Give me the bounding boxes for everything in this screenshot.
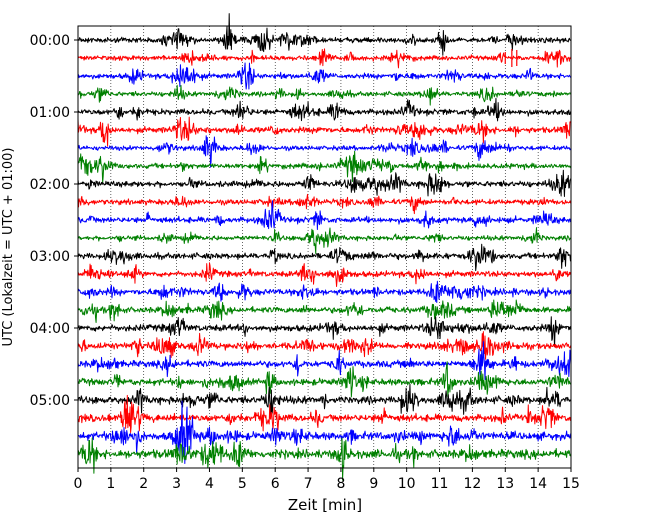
trace-0130 (77, 135, 572, 168)
trace-0530 (77, 400, 572, 464)
trace-0345 (77, 299, 572, 323)
x-tick-label: 3 (172, 476, 181, 492)
trace-0115 (77, 116, 572, 147)
trace-0330 (77, 280, 572, 303)
x-tick-label: 8 (336, 476, 345, 492)
x-axis-ticks: 0 1 2 3 4 5 6 7 8 9 10 11 12 13 14 15 (74, 468, 580, 492)
x-tick-label: 5 (238, 476, 247, 492)
y-tick-label: 05:00 (30, 393, 70, 409)
trace-0145 (77, 150, 572, 184)
x-tick-label: 1 (106, 476, 115, 492)
x-tick-label: 6 (271, 476, 280, 492)
trace-0215 (77, 193, 572, 215)
y-tick-label: 01:00 (30, 105, 70, 121)
trace-0230 (77, 200, 572, 231)
trace-0315 (77, 262, 572, 287)
trace-0030 (77, 62, 572, 90)
x-axis-label: Zeit [min] (288, 496, 362, 514)
trace-0100 (77, 97, 572, 122)
trace-0445 (77, 361, 572, 398)
x-tick-label: 13 (496, 476, 514, 492)
x-tick-label: 7 (304, 476, 313, 492)
x-tick-label: 4 (205, 476, 214, 492)
plot-frame (77, 25, 572, 469)
x-tick-label: 15 (562, 476, 580, 492)
trace-0500 (77, 383, 572, 417)
x-tick-label: 11 (431, 476, 449, 492)
trace-0300 (77, 243, 572, 272)
y-axis-label: UTC (Lokalzeit = UTC + 01:00) (1, 148, 16, 347)
x-tick-label: 12 (463, 476, 481, 492)
trace-0430 (77, 341, 572, 381)
trace-0245 (77, 227, 572, 255)
seismic-traces (77, 13, 572, 481)
x-tick-label: 10 (398, 476, 416, 492)
y-tick-label: 03:00 (30, 249, 70, 265)
y-tick-label: 00:00 (30, 33, 70, 49)
trace-0015 (77, 48, 572, 69)
trace-0000 (77, 13, 572, 56)
x-tick-label: 2 (139, 476, 148, 492)
x-tick-label: 0 (74, 476, 83, 492)
trace-0400 (77, 316, 572, 348)
y-tick-label: 04:00 (30, 321, 70, 337)
trace-0515 (77, 394, 572, 434)
y-axis-ticks: 00:00 01:00 02:00 03:00 04:00 05:00 (30, 33, 78, 409)
x-tick-label: 14 (529, 476, 547, 492)
trace-0200 (77, 169, 572, 198)
trace-0545 (77, 437, 572, 481)
trace-0045 (77, 84, 572, 106)
y-tick-label: 02:00 (30, 177, 70, 193)
x-tick-label: 9 (369, 476, 378, 492)
trace-0415 (77, 331, 572, 360)
